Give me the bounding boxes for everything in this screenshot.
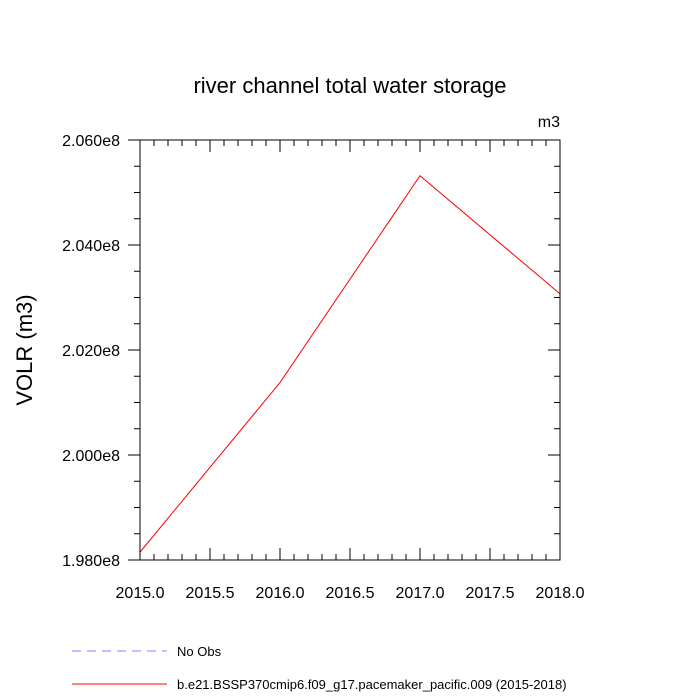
y-tick-label: 2.000e8 <box>62 448 120 465</box>
y-axis-label: VOLR (m3) <box>12 294 37 405</box>
x-tick-label: 2017.0 <box>396 585 445 602</box>
x-tick-label: 2017.5 <box>466 585 515 602</box>
series-group <box>139 174 561 553</box>
x-tick-label: 2016.5 <box>326 585 375 602</box>
x-tick-label: 2015.0 <box>116 585 165 602</box>
x-tick-label: 2015.5 <box>186 585 235 602</box>
legend-label-1: b.e21.BSSP370cmip6.f09_g17.pacemaker_pac… <box>177 677 567 692</box>
plot-frame <box>139 139 561 561</box>
ticks-group <box>128 139 561 561</box>
units-label: m3 <box>538 114 560 131</box>
x-tick-label: 2016.0 <box>256 585 305 602</box>
legend: No Obs b.e21.BSSP370cmip6.f09_g17.pacemak… <box>72 644 567 692</box>
y-tick-label: 1.980e8 <box>62 553 120 570</box>
y-tick-label: 2.060e8 <box>62 133 120 150</box>
y-tick-label: 2.020e8 <box>62 343 120 360</box>
tick-labels-group: 2015.0 2015.5 2016.0 2016.5 2017.0 2017.5 2018… <box>62 133 584 602</box>
x-tick-label: 2018.0 <box>536 585 585 602</box>
chart-title: river channel total water storage <box>193 73 506 98</box>
series-line-0 <box>139 174 561 553</box>
y-tick-label: 2.040e8 <box>62 238 120 255</box>
legend-label-0: No Obs <box>177 644 222 659</box>
